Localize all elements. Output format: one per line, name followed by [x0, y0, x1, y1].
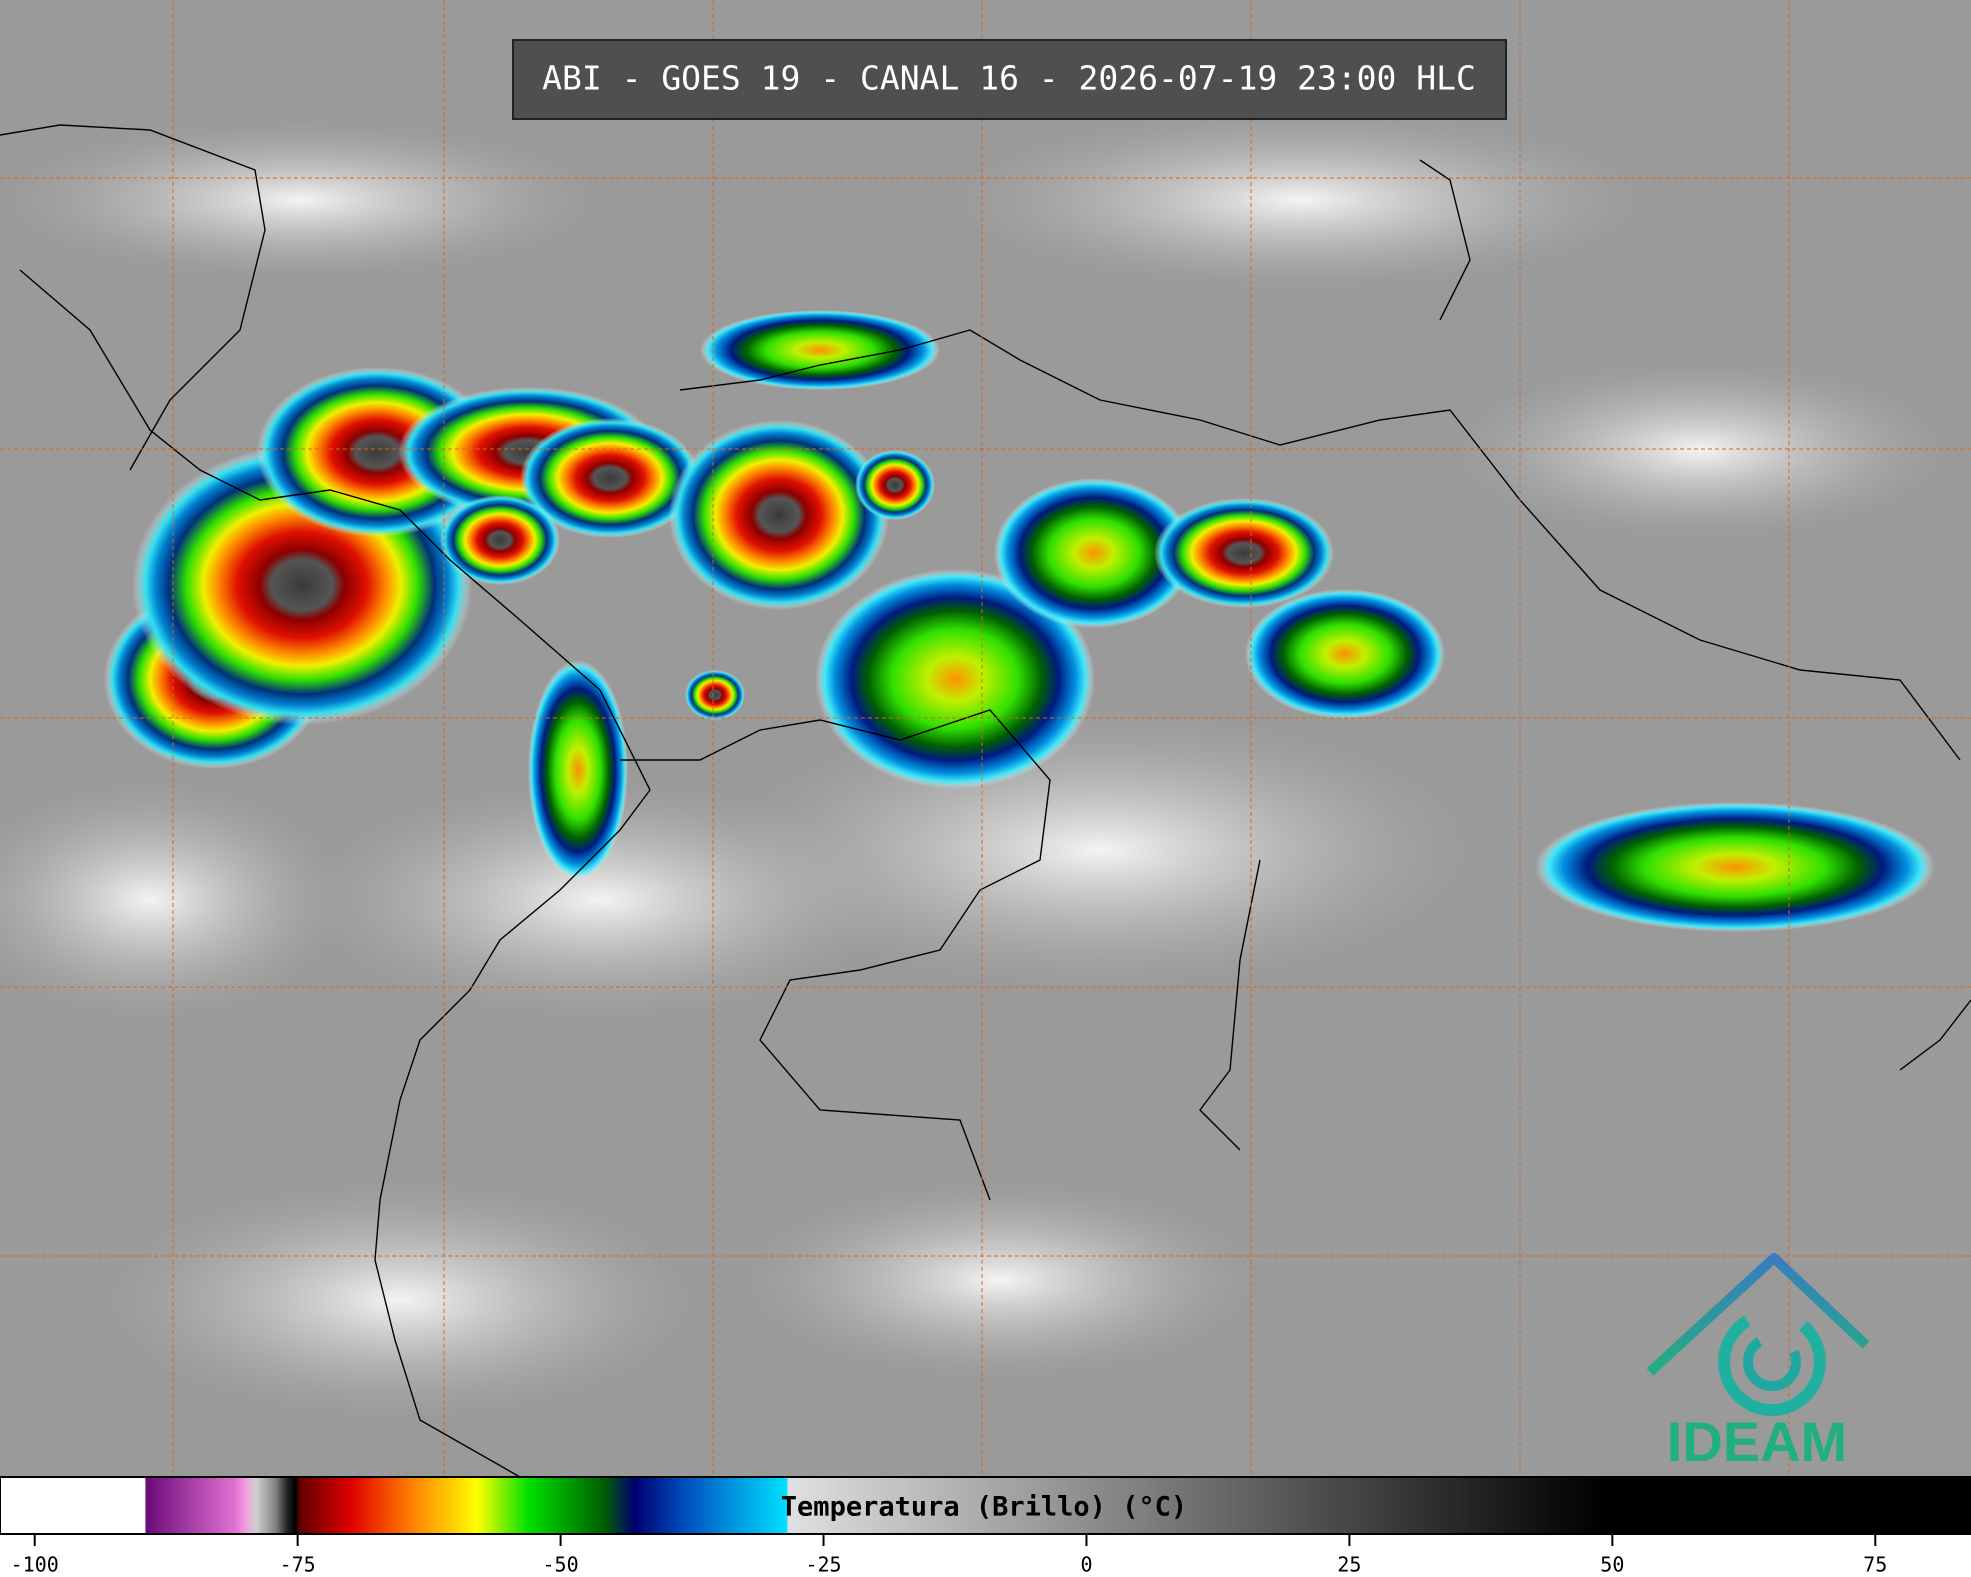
tick-label: 25 [1337, 1553, 1361, 1577]
tick-label: -50 [543, 1553, 579, 1577]
tick-label: -75 [280, 1553, 316, 1577]
tick-label: 50 [1600, 1553, 1624, 1577]
colorbar-label: Temperatura (Brillo) (°C) [781, 1492, 1187, 1523]
colorbar [0, 1476, 1971, 1535]
clouds [0, 110, 1950, 1420]
tick-label: -100 [11, 1553, 59, 1577]
logo-text: IDEAM [1667, 1410, 1847, 1473]
graticule [0, 0, 1971, 1477]
storms [104, 310, 1935, 932]
tick-label: 75 [1863, 1553, 1887, 1577]
tick-label: 0 [1080, 1553, 1092, 1577]
title-box [512, 39, 1507, 120]
title: ABI - GOES 19 - CANAL 16 - 2026-07-19 23… [542, 59, 1476, 98]
colorbar-ticks: -100 -75 -50 -25 0 25 50 75 [11, 1534, 1887, 1577]
logo: IDEAM [1646, 1253, 1870, 1473]
tick-label: -25 [805, 1553, 841, 1577]
coastlines [0, 124, 1971, 1478]
